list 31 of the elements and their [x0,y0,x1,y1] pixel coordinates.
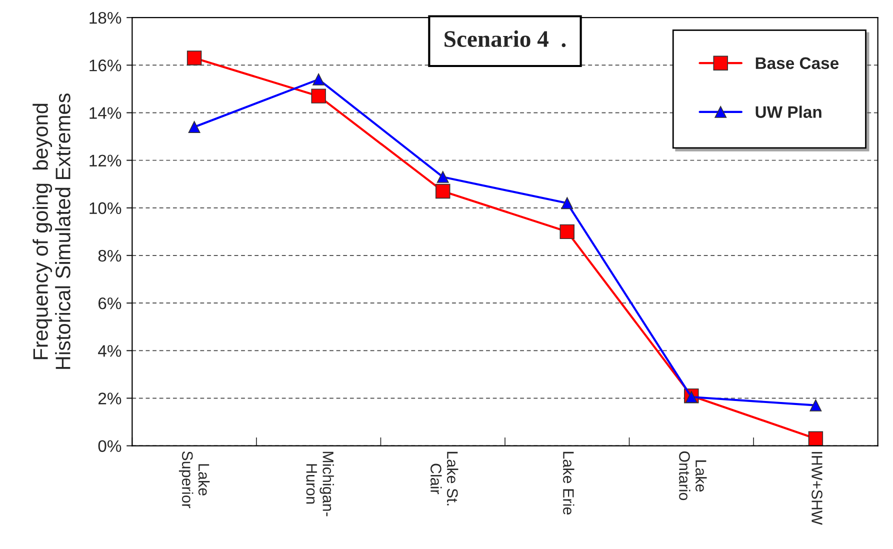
y-tick-label: 14% [90,107,122,119]
point [685,391,698,403]
x-tick-label: Lake Superior [178,451,210,508]
x-tick-label: IHW+SHW [812,452,822,525]
point [186,50,202,66]
point [312,73,325,86]
x-tick-label: Lake Erie [563,452,574,515]
point [311,88,326,104]
point [435,184,450,199]
y-axis-title: Frequency of going beyond Historical Simulated Extremes [32,93,70,369]
y-tick-label: 8% [98,250,122,262]
point [561,197,574,210]
point [810,399,822,412]
point [808,431,824,446]
y-tick-label: 16% [90,60,122,72]
legend-label: UW Plan [756,106,822,118]
y-tick-label: 2% [98,392,122,404]
y-tick-label: 18% [90,12,122,24]
y-tick-label: 10% [90,202,122,214]
point [560,224,574,240]
point [436,170,449,183]
x-tick-label: Michigan- Huron [306,452,334,516]
legend-label: Base Case [756,57,839,70]
y-tick-label: 0% [98,440,122,452]
point [188,121,200,133]
chart-title: Scenario 4 . [444,30,566,48]
y-tick-label: 6% [98,297,122,310]
x-tick-label: Lake Ontario [679,451,707,500]
y-tick-label: 4% [98,345,122,357]
x-tick-label: Lake St. Clair [430,452,458,506]
y-tick-label: 12% [90,154,122,166]
